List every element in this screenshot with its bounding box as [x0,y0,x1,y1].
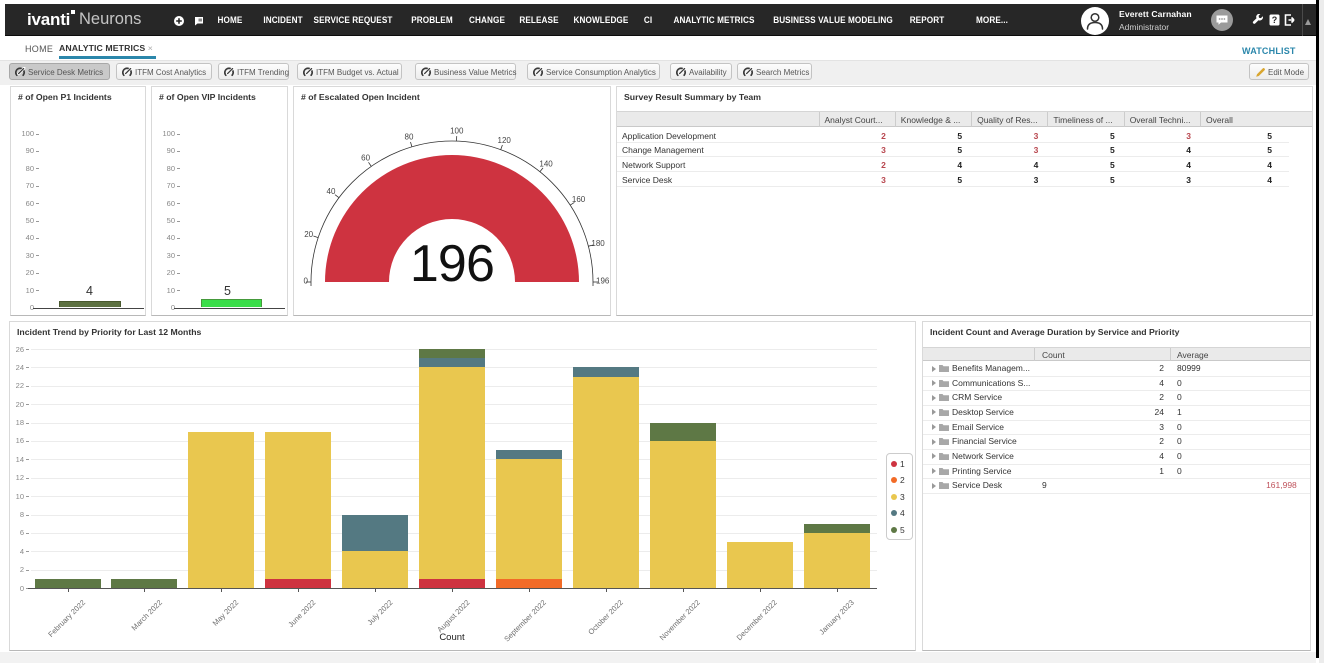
svg-text:120: 120 [498,136,512,145]
svg-text:40: 40 [327,187,336,196]
svg-text:20: 20 [304,230,313,239]
svg-text:60: 60 [361,154,370,163]
svg-text:180: 180 [591,239,605,248]
svg-text:160: 160 [572,195,586,204]
svg-text:?: ? [1272,15,1278,25]
svg-text:0: 0 [304,277,309,286]
svg-text:196: 196 [410,235,494,293]
svg-text:196: 196 [596,277,610,286]
svg-text:140: 140 [539,159,553,168]
svg-text:100: 100 [450,127,464,136]
svg-text:80: 80 [405,133,414,142]
